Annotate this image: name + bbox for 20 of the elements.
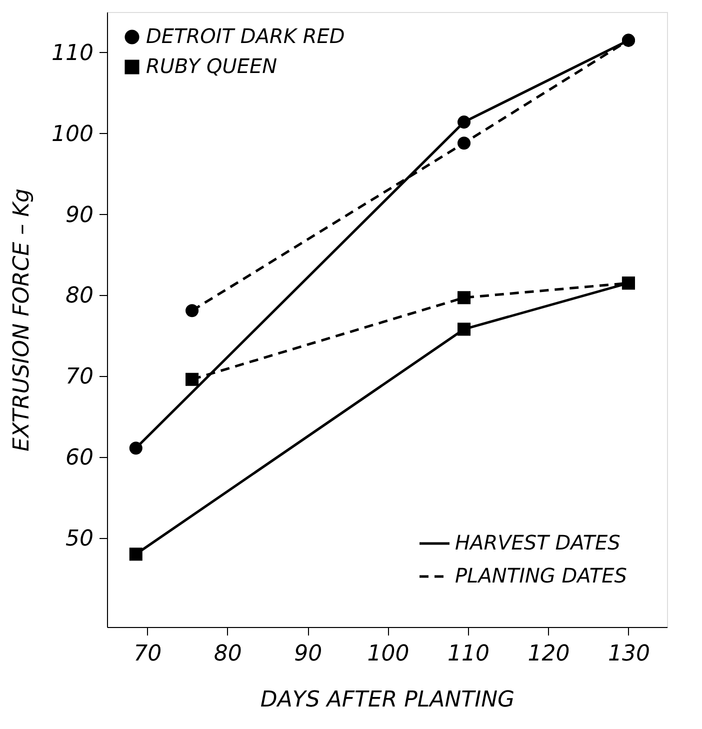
y-tick-label: 70: [66, 364, 94, 390]
x-tick-label: 110: [448, 642, 490, 666]
x-tick-label: 70: [134, 642, 162, 666]
y-tick-label: 80: [66, 284, 94, 309]
y-tick-label: 90: [66, 202, 94, 228]
y-tick-label: 110: [52, 40, 94, 66]
x-tick-label: 130: [608, 642, 650, 666]
annotation: HARVEST DATES: [455, 530, 621, 554]
legend-label: DETROIT DARK RED: [146, 24, 345, 48]
x-tick-label: 100: [367, 642, 410, 666]
annotation: PLANTING DATES: [455, 564, 628, 588]
x-tick-label: 120: [528, 642, 570, 666]
x-tick-label: 80: [214, 642, 242, 666]
y-tick-label: 50: [66, 526, 94, 552]
y-axis-title: EXTRUSION FORCE – Kg: [10, 188, 35, 452]
legend-label: RUBY QUEEN: [146, 54, 278, 78]
y-tick-label: 100: [52, 122, 94, 147]
x-tick-label: 90: [294, 642, 322, 666]
x-axis-title: DAYS AFTER PLANTING: [260, 688, 515, 712]
y-tick-label: 60: [66, 446, 94, 471]
